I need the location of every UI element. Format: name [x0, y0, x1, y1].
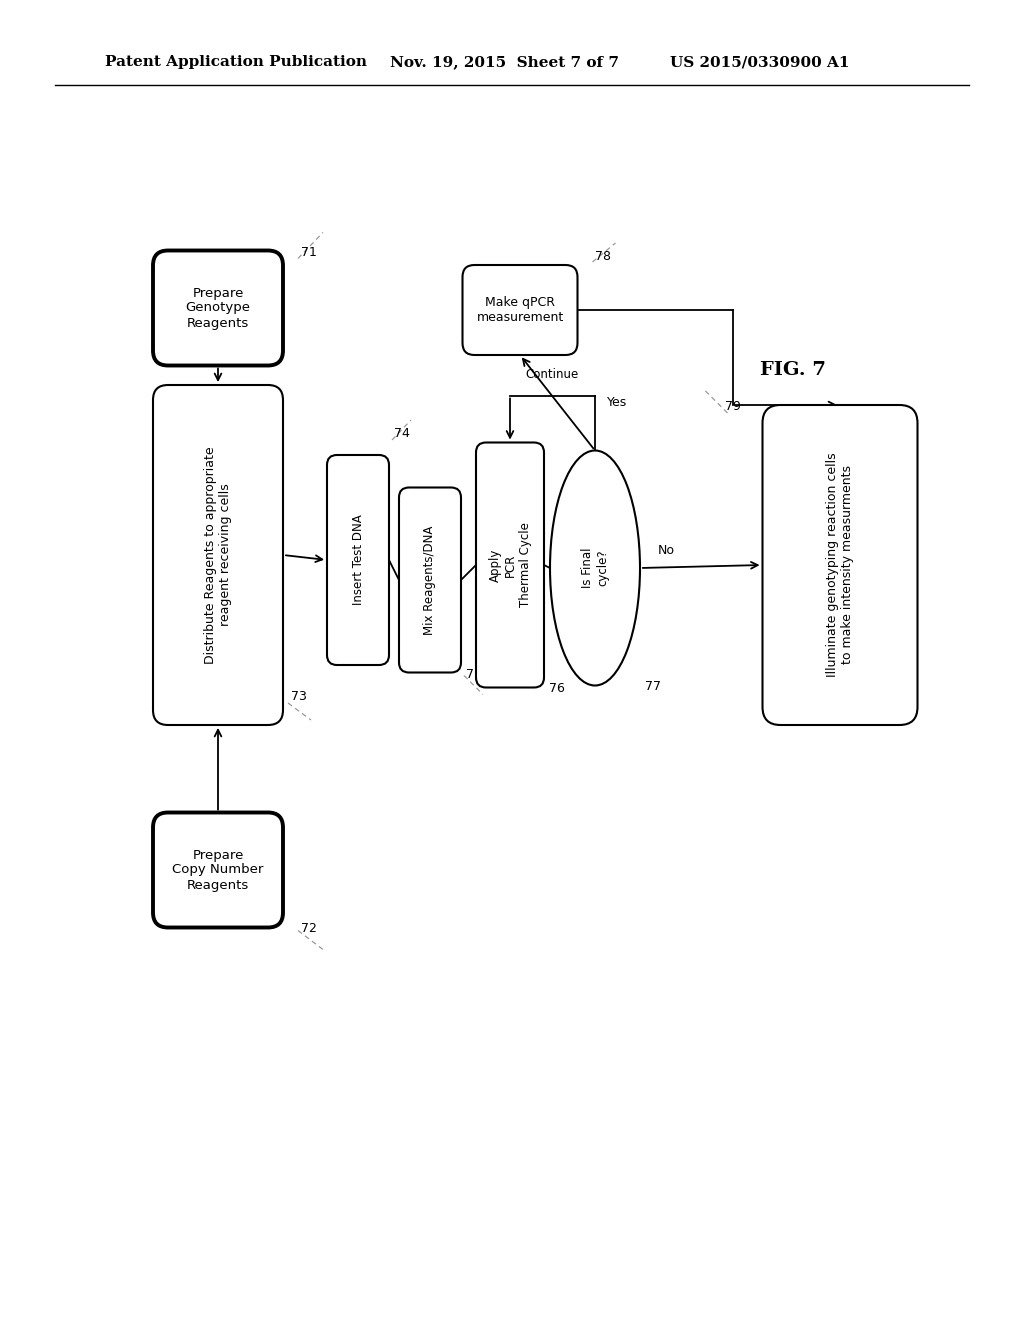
Text: Mix Reagents/DNA: Mix Reagents/DNA — [424, 525, 436, 635]
FancyBboxPatch shape — [327, 455, 389, 665]
FancyBboxPatch shape — [476, 442, 544, 688]
Text: Prepare
Genotype
Reagents: Prepare Genotype Reagents — [185, 286, 251, 330]
Text: 73: 73 — [291, 690, 307, 704]
Text: 79: 79 — [725, 400, 740, 413]
Text: 74: 74 — [394, 426, 410, 440]
Text: Yes: Yes — [607, 396, 628, 409]
Text: Continue: Continue — [526, 368, 580, 381]
Ellipse shape — [550, 450, 640, 685]
Text: No: No — [658, 544, 675, 557]
Text: Prepare
Copy Number
Reagents: Prepare Copy Number Reagents — [172, 849, 264, 891]
Text: Patent Application Publication: Patent Application Publication — [105, 55, 367, 69]
Text: 76: 76 — [549, 682, 565, 696]
Text: Distribute Reagents to appropriate
reagent receiving cells: Distribute Reagents to appropriate reage… — [204, 446, 232, 664]
Text: Make qPCR
measurement: Make qPCR measurement — [476, 296, 563, 323]
Text: Apply
PCR
Thermal Cycle: Apply PCR Thermal Cycle — [488, 523, 531, 607]
FancyBboxPatch shape — [153, 251, 283, 366]
Text: FIG. 7: FIG. 7 — [760, 360, 826, 379]
Text: 72: 72 — [301, 923, 316, 936]
Text: Illuminate genotyping reaction cells
to make intensity measurments: Illuminate genotyping reaction cells to … — [826, 453, 854, 677]
Text: Insert Test DNA: Insert Test DNA — [351, 515, 365, 606]
Text: 77: 77 — [645, 681, 662, 693]
FancyBboxPatch shape — [399, 487, 461, 672]
Text: US 2015/0330900 A1: US 2015/0330900 A1 — [670, 55, 850, 69]
FancyBboxPatch shape — [153, 813, 283, 928]
Text: Nov. 19, 2015  Sheet 7 of 7: Nov. 19, 2015 Sheet 7 of 7 — [390, 55, 618, 69]
Text: 78: 78 — [596, 249, 611, 263]
FancyBboxPatch shape — [763, 405, 918, 725]
FancyBboxPatch shape — [463, 265, 578, 355]
Text: 75: 75 — [466, 668, 482, 681]
Text: 71: 71 — [301, 246, 316, 259]
Text: Is Final
cycle?: Is Final cycle? — [581, 548, 609, 589]
FancyBboxPatch shape — [153, 385, 283, 725]
